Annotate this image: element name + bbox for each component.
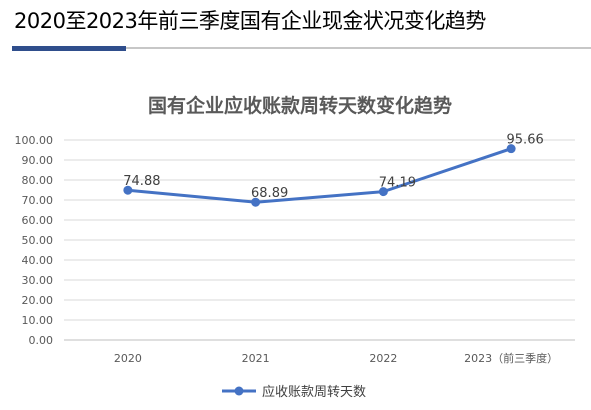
y-tick-label: 60.00 <box>22 214 54 227</box>
legend-marker <box>234 386 244 396</box>
data-point <box>123 185 133 195</box>
data-points <box>123 144 516 207</box>
y-tick-label: 20.00 <box>22 294 54 307</box>
data-label: 74.88 <box>123 174 160 189</box>
data-point <box>506 144 516 154</box>
y-tick-label: 90.00 <box>22 154 54 167</box>
chart-panel: 国有企业应收账款周转天数变化趋势 0.00 10.00 20.00 30.00 40.0… <box>0 56 591 410</box>
data-labels: 74.88 68.89 74.19 95.66 <box>123 133 543 202</box>
y-tick-label: 70.00 <box>22 194 54 207</box>
x-tick-label: 2022 <box>369 352 397 365</box>
data-point <box>251 197 261 207</box>
y-tick-label: 30.00 <box>22 274 54 287</box>
page-header: 2020至2023年前三季度国有企业现金状况变化趋势 <box>0 0 591 56</box>
gridlines <box>64 139 575 341</box>
x-tick-label: 2023（前三季度） <box>464 351 558 365</box>
x-tick-label: 2020 <box>114 352 142 365</box>
y-tick-label: 10.00 <box>22 314 54 327</box>
y-tick-label: 40.00 <box>22 254 54 267</box>
legend-label: 应收账款周转天数 <box>262 384 366 400</box>
series-lines <box>127 147 512 204</box>
y-tick-label: 50.00 <box>22 234 54 247</box>
x-axis-tick-labels: 2020 2021 2022 2023（前三季度） <box>114 351 558 365</box>
page-title: 2020至2023年前三季度国有企业现金状况变化趋势 <box>14 9 486 33</box>
y-tick-label: 80.00 <box>22 174 54 187</box>
data-label: 68.89 <box>251 186 288 201</box>
series-line <box>127 147 512 204</box>
data-point <box>378 187 388 197</box>
y-tick-label: 0.00 <box>29 334 54 347</box>
header-divider-rule <box>126 47 591 49</box>
y-axis-tick-labels: 0.00 10.00 20.00 30.00 40.00 50.00 60.00 70.00 8… <box>15 134 54 347</box>
legend: 应收账款周转天数 <box>222 384 366 400</box>
data-label: 95.66 <box>507 133 544 148</box>
x-tick-label: 2021 <box>242 352 270 365</box>
line-chart: 国有企业应收账款周转天数变化趋势 0.00 10.00 20.00 30.00 40.0… <box>15 94 575 400</box>
header-accent-rule <box>12 46 126 51</box>
chart-title: 国有企业应收账款周转天数变化趋势 <box>148 94 452 117</box>
y-tick-label: 100.00 <box>15 134 54 147</box>
data-label: 74.19 <box>379 176 416 191</box>
